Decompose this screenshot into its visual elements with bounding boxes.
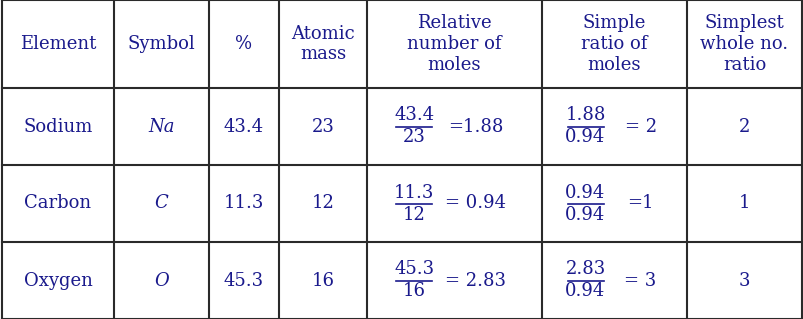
Text: 45.3: 45.3 [224,271,263,290]
Text: 11.3: 11.3 [223,195,264,212]
Text: 16: 16 [311,271,334,290]
Text: 12: 12 [312,195,334,212]
Text: 23: 23 [312,117,334,136]
Text: 1.88: 1.88 [565,107,605,124]
Text: =1: =1 [626,195,653,212]
Text: %: % [235,35,252,53]
Text: 3: 3 [738,271,749,290]
Text: 12: 12 [402,205,425,224]
Text: 43.4: 43.4 [224,117,263,136]
Text: Carbon: Carbon [24,195,92,212]
Text: 0.94: 0.94 [565,129,605,146]
Text: 16: 16 [402,283,426,300]
Text: =1.88: =1.88 [447,117,503,136]
Text: = 2: = 2 [624,117,656,136]
Text: 45.3: 45.3 [393,261,434,278]
Text: Element: Element [20,35,96,53]
Text: Simple
ratio of
moles: Simple ratio of moles [581,14,647,74]
Text: = 2.83: = 2.83 [444,271,505,290]
Text: O: O [154,271,169,290]
Text: 11.3: 11.3 [393,183,434,202]
Text: = 3: = 3 [624,271,656,290]
Text: Atomic
mass: Atomic mass [291,25,354,63]
Text: Oxygen: Oxygen [23,271,92,290]
Text: Simplest
whole no.
ratio: Simplest whole no. ratio [699,14,788,74]
Text: C: C [154,195,168,212]
Text: Sodium: Sodium [23,117,92,136]
Text: 0.94: 0.94 [565,183,605,202]
Text: 2.83: 2.83 [565,261,605,278]
Text: Na: Na [148,117,174,136]
Text: 0.94: 0.94 [565,283,605,300]
Text: Relative
number of
moles: Relative number of moles [407,14,501,74]
Text: 1: 1 [738,195,749,212]
Text: 0.94: 0.94 [565,205,605,224]
Text: 2: 2 [738,117,749,136]
Text: 23: 23 [402,129,425,146]
Text: Symbol: Symbol [128,35,195,53]
Text: = 0.94: = 0.94 [444,195,505,212]
Text: 43.4: 43.4 [393,107,434,124]
